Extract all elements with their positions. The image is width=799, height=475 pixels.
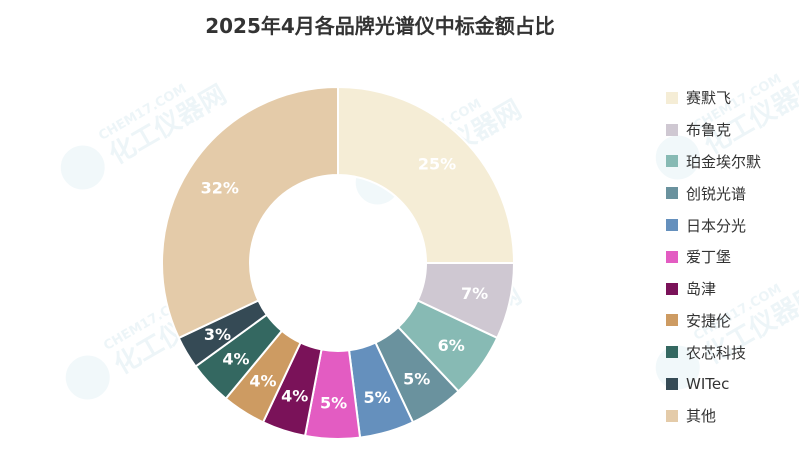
- legend-swatch: [666, 378, 678, 391]
- legend-item[interactable]: WITec: [666, 368, 761, 400]
- slice-label-6: 4%: [281, 387, 308, 406]
- slice-label-10: 32%: [201, 178, 239, 197]
- legend-label: 岛津: [686, 280, 717, 299]
- legend-label: 日本分光: [686, 216, 747, 235]
- legend-label: 农芯科技: [686, 343, 747, 362]
- legend-item[interactable]: 日本分光: [666, 209, 761, 241]
- legend-label: 其他: [686, 407, 717, 426]
- watermark-logo-icon: [65, 355, 110, 400]
- legend-item[interactable]: 布鲁克: [666, 114, 761, 146]
- legend-label: 赛默飞: [686, 89, 732, 108]
- legend-swatch: [666, 155, 678, 168]
- slice-label-1: 7%: [461, 284, 488, 303]
- legend-label: WITec: [686, 375, 730, 394]
- legend-swatch: [666, 282, 678, 295]
- slice-label-9: 3%: [204, 325, 231, 344]
- legend-swatch: [666, 219, 678, 232]
- chart-title: 2025年4月各品牌光谱仪中标金额占比: [205, 14, 555, 38]
- slice-label-2: 6%: [438, 336, 465, 355]
- slice-0[interactable]: [337, 85, 516, 264]
- legend-item[interactable]: 农芯科技: [666, 336, 761, 368]
- legend-item[interactable]: 赛默飞: [666, 82, 761, 114]
- legend-label: 安捷伦: [686, 311, 732, 330]
- legend-item[interactable]: 珀金埃尔默: [666, 146, 761, 178]
- legend-item[interactable]: 其他: [666, 400, 761, 432]
- slice-label-5: 5%: [320, 393, 347, 412]
- legend-swatch: [666, 346, 678, 359]
- legend: 赛默飞布鲁克珀金埃尔默创锐光谱日本分光爱丁堡岛津安捷伦农芯科技 WITec 其他: [666, 82, 761, 432]
- slice-label-0: 25%: [418, 155, 456, 174]
- slice-10[interactable]: [161, 85, 339, 340]
- legend-item[interactable]: 爱丁堡: [666, 241, 761, 273]
- slice-label-3: 5%: [403, 369, 430, 388]
- legend-label: 布鲁克: [686, 121, 732, 140]
- slice-label-8: 4%: [222, 349, 249, 368]
- legend-item[interactable]: 安捷伦: [666, 305, 761, 337]
- legend-swatch: [666, 250, 678, 263]
- slice-value-labels: 25%7%6%5%5%5%4%4%4%3%32%: [201, 155, 489, 413]
- slice-label-4: 5%: [363, 388, 390, 407]
- slice-label-7: 4%: [249, 372, 276, 391]
- legend-item[interactable]: 岛津: [666, 273, 761, 305]
- legend-swatch: [666, 314, 678, 327]
- legend-swatch: [666, 91, 678, 104]
- donut-slices: [161, 85, 516, 440]
- legend-label: 爱丁堡: [686, 248, 732, 267]
- legend-label: 珀金埃尔默: [686, 152, 762, 171]
- legend-item[interactable]: 创锐光谱: [666, 177, 761, 209]
- legend-swatch: [666, 409, 678, 422]
- legend-label: 创锐光谱: [686, 184, 747, 203]
- legend-swatch: [666, 123, 678, 136]
- watermark-logo-icon: [60, 145, 105, 190]
- legend-swatch: [666, 187, 678, 200]
